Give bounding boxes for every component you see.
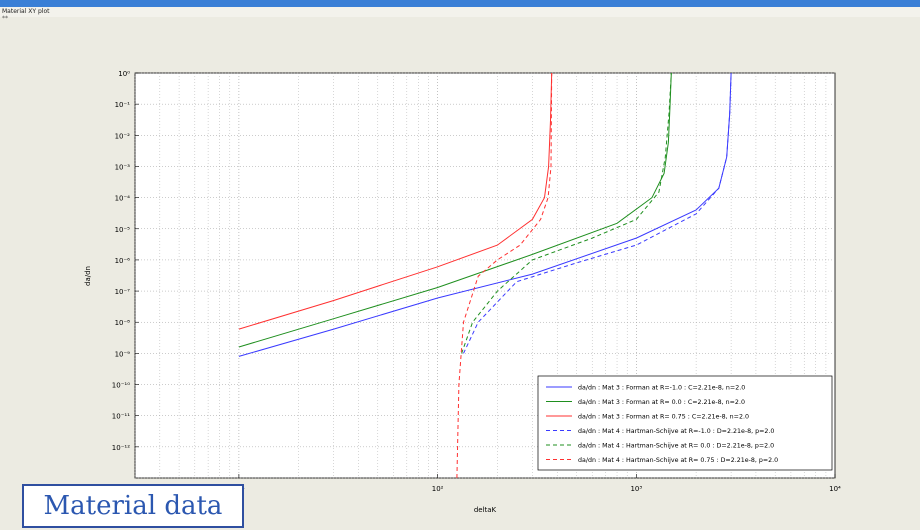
series-layer [238, 72, 732, 479]
window-title-bar [0, 0, 920, 7]
y-tick-label: 10⁰ [118, 70, 130, 78]
y-tick-label: 10⁻³ [115, 163, 131, 171]
legend-label: da/dn : Mat 3 : Forman at R=-1.0 : C=2.2… [578, 385, 745, 392]
series-line-5 [461, 72, 672, 354]
y-tick-label: 10⁻⁷ [115, 288, 131, 296]
legend-box [537, 375, 833, 471]
y-tick-label: 10⁻⁶ [115, 257, 131, 265]
legend-label: da/dn : Mat 3 : Forman at R= 0.0 : C=2.2… [578, 399, 745, 406]
y-tick-label: 10⁻¹⁰ [112, 382, 130, 390]
series-line-4 [463, 72, 732, 354]
x-tick-label: 10³ [630, 485, 642, 493]
ticks: 10¹10²10³10⁴10⁰10⁻¹10⁻²10⁻³10⁻⁴10⁻⁵10⁻⁶1… [112, 70, 841, 493]
series-line-2 [238, 72, 672, 348]
x-tick-label: 10² [432, 485, 444, 493]
y-tick-label: 10⁻¹¹ [112, 413, 130, 421]
legend-label: da/dn : Mat 4 : Hartman-Schijve at R=-1.… [578, 428, 774, 435]
y-tick-label: 10⁻⁵ [115, 226, 131, 234]
legend-label: da/dn : Mat 4 : Hartman-Schijve at R= 0.… [578, 443, 774, 450]
caption-box: Material data [22, 484, 244, 528]
y-tick-label: 10⁻¹ [115, 101, 131, 109]
y-tick-label: 10⁻¹² [112, 444, 130, 452]
legend: da/dn : Mat 3 : Forman at R=-1.0 : C=2.2… [537, 375, 833, 471]
legend-label: da/dn : Mat 4 : Hartman-Schijve at R= 0.… [578, 457, 778, 464]
legend-label: da/dn : Mat 3 : Forman at R= 0.75 : C=2.… [578, 414, 749, 421]
window-title: Material XY plot [2, 8, 50, 15]
y-tick-label: 10⁻⁴ [115, 195, 131, 203]
y-tick-label: 10⁻⁸ [115, 319, 131, 327]
x-tick-label: 10⁴ [829, 485, 841, 493]
window-subtitle: ** [2, 15, 8, 22]
y-tick-label: 10⁻⁹ [115, 350, 131, 358]
series-line-3 [238, 72, 553, 330]
y-axis-label: da/dn [84, 266, 92, 286]
window-header [0, 7, 920, 17]
x-axis-label: deltaK [474, 506, 497, 514]
y-tick-label: 10⁻² [115, 132, 131, 140]
